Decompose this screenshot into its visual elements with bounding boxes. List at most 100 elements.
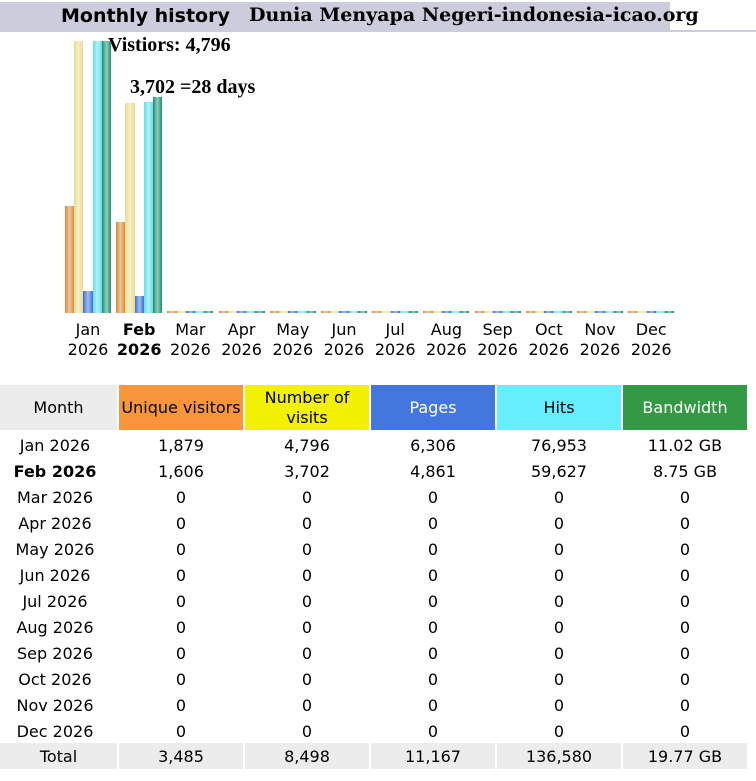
value-cell: 0 bbox=[175, 695, 187, 715]
value-cell: 6,306 bbox=[410, 435, 456, 455]
value-cell: 0 bbox=[553, 669, 565, 689]
value-cell: 0 bbox=[301, 539, 313, 559]
bar bbox=[665, 311, 675, 313]
value-cell: 0 bbox=[175, 617, 187, 637]
value-cell: 1,606 bbox=[158, 461, 204, 481]
value-cell: 0 bbox=[553, 565, 565, 585]
x-tick-label: Aug 2026 bbox=[426, 320, 467, 359]
bar bbox=[101, 41, 111, 313]
bar bbox=[441, 311, 451, 313]
month-cell: Oct 2026 bbox=[18, 669, 92, 689]
site-name: Dunia Menyapa Negeri-indonesia-icao.org bbox=[249, 4, 699, 26]
bar bbox=[655, 311, 665, 313]
value-cell: 0 bbox=[301, 617, 313, 637]
bar bbox=[255, 311, 265, 313]
bar bbox=[372, 311, 382, 313]
bar bbox=[535, 311, 545, 313]
value-cell: 0 bbox=[427, 695, 439, 715]
total-label: Total bbox=[0, 743, 117, 769]
bar bbox=[381, 311, 391, 313]
value-cell: 0 bbox=[553, 617, 565, 637]
header-bar bbox=[0, 2, 670, 32]
bar bbox=[357, 311, 367, 313]
value-cell: 0 bbox=[427, 513, 439, 533]
bar bbox=[143, 102, 153, 313]
value-cell: 0 bbox=[301, 513, 313, 533]
bar bbox=[451, 311, 461, 313]
x-tick-label: Oct 2026 bbox=[528, 320, 570, 359]
bar bbox=[595, 311, 605, 313]
bar bbox=[116, 221, 126, 313]
x-tick-label: Mar 2026 bbox=[170, 320, 211, 359]
value-cell: 0 bbox=[175, 591, 187, 611]
value-cell: 0 bbox=[679, 721, 691, 741]
bar bbox=[423, 311, 433, 313]
bar bbox=[227, 311, 237, 313]
table-header: Bandwidth bbox=[623, 385, 747, 430]
value-cell: 0 bbox=[427, 487, 439, 507]
value-cell: 0 bbox=[175, 513, 187, 533]
value-cell: 0 bbox=[553, 695, 565, 715]
value-cell: 59,627 bbox=[531, 461, 587, 481]
bar bbox=[544, 311, 554, 313]
bar bbox=[553, 311, 563, 313]
bar bbox=[460, 311, 470, 313]
x-tick-label: Sep 2026 bbox=[477, 320, 518, 359]
total-cell: 19.77 GB bbox=[623, 743, 747, 769]
x-tick-label: Jun 2026 bbox=[323, 320, 365, 359]
x-tick-label: Jan 2026 bbox=[67, 320, 109, 359]
bar bbox=[269, 311, 279, 313]
value-cell: 0 bbox=[679, 643, 691, 663]
bar bbox=[562, 311, 572, 313]
value-cell: 0 bbox=[679, 591, 691, 611]
bar bbox=[483, 311, 493, 313]
total-cell: 8,498 bbox=[245, 743, 369, 769]
month-cell: Nov 2026 bbox=[16, 695, 94, 715]
value-cell: 4,861 bbox=[410, 461, 456, 481]
value-cell: 0 bbox=[301, 695, 313, 715]
x-tick-label: Dec 2026 bbox=[630, 320, 672, 359]
month-cell: Dec 2026 bbox=[16, 721, 94, 741]
value-cell: 0 bbox=[301, 721, 313, 741]
value-cell: 0 bbox=[301, 591, 313, 611]
bar bbox=[246, 311, 256, 313]
bar bbox=[306, 311, 316, 313]
bar bbox=[409, 311, 419, 313]
header-rule bbox=[670, 30, 756, 32]
bar bbox=[65, 206, 75, 313]
value-cell: 4,796 bbox=[284, 435, 330, 455]
annotation: Vistiors: 4,796 bbox=[108, 34, 231, 56]
x-tick-label: Nov 2026 bbox=[579, 320, 621, 359]
bar bbox=[390, 311, 400, 313]
month-cell: Apr 2026 bbox=[18, 513, 92, 533]
bar bbox=[330, 311, 340, 313]
value-cell: 0 bbox=[679, 695, 691, 715]
value-cell: 0 bbox=[679, 565, 691, 585]
bar bbox=[511, 311, 521, 313]
bar bbox=[348, 311, 358, 313]
value-cell: 11.02 GB bbox=[647, 435, 723, 455]
bar bbox=[586, 311, 596, 313]
header-title: Monthly history bbox=[61, 5, 230, 27]
table-header: Hits bbox=[497, 385, 621, 430]
value-cell: 0 bbox=[553, 539, 565, 559]
value-cell: 0 bbox=[427, 591, 439, 611]
x-tick-label: Jul 2026 bbox=[374, 320, 416, 359]
bar bbox=[167, 311, 177, 313]
value-cell: 0 bbox=[427, 669, 439, 689]
value-cell: 76,953 bbox=[531, 435, 587, 455]
x-tick-label: Apr 2026 bbox=[221, 320, 262, 359]
bar bbox=[613, 311, 623, 313]
month-cell: Jun 2026 bbox=[19, 565, 91, 585]
bar bbox=[92, 41, 102, 313]
bar bbox=[604, 311, 614, 313]
bar bbox=[646, 311, 656, 313]
table-header: Unique visitors bbox=[119, 385, 243, 430]
month-cell: Mar 2026 bbox=[17, 487, 93, 507]
total-cell: 136,580 bbox=[497, 743, 621, 769]
table-header: Pages bbox=[371, 385, 495, 430]
value-cell: 0 bbox=[679, 617, 691, 637]
value-cell: 0 bbox=[679, 669, 691, 689]
value-cell: 0 bbox=[553, 487, 565, 507]
